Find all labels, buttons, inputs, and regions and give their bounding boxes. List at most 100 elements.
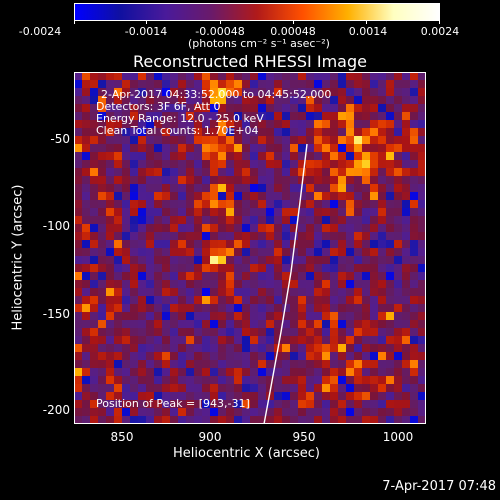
image-pixel [418, 96, 426, 105]
image-pixel [402, 288, 411, 297]
image-pixel [74, 408, 83, 417]
image-pixel [242, 368, 251, 377]
image-pixel [258, 384, 267, 393]
image-pixel [306, 328, 315, 337]
image-pixel [274, 328, 283, 337]
image-pixel [354, 120, 363, 129]
image-pixel [170, 256, 179, 265]
image-pixel [330, 168, 339, 177]
image-pixel [402, 208, 411, 217]
image-pixel [210, 184, 219, 193]
image-pixel [90, 240, 99, 249]
image-pixel [290, 232, 299, 241]
image-pixel [226, 304, 235, 313]
image-pixel [298, 216, 307, 225]
image-pixel [242, 248, 251, 257]
image-pixel [114, 360, 123, 369]
image-pixel [274, 96, 283, 105]
image-pixel [74, 96, 83, 105]
image-pixel [146, 192, 155, 201]
image-pixel [82, 136, 91, 145]
image-pixel [106, 320, 115, 329]
image-pixel [210, 144, 219, 153]
image-pixel [202, 72, 211, 81]
image-pixel [242, 128, 251, 137]
image-pixel [218, 376, 227, 385]
image-pixel [194, 96, 203, 105]
image-pixel [154, 280, 163, 289]
image-pixel [162, 248, 171, 257]
image-pixel [154, 408, 163, 417]
image-pixel [138, 328, 147, 337]
image-pixel [82, 216, 91, 225]
image-pixel [330, 416, 339, 424]
image-pixel [290, 112, 299, 121]
image-pixel [250, 296, 259, 305]
image-pixel [338, 144, 347, 153]
image-pixel [290, 152, 299, 161]
image-pixel [362, 168, 371, 177]
image-pixel [250, 152, 259, 161]
image-pixel [338, 248, 347, 257]
image-pixel [114, 392, 123, 401]
image-pixel [202, 280, 211, 289]
image-pixel [154, 416, 163, 424]
image-pixel [314, 344, 323, 353]
image-pixel [322, 120, 331, 129]
image-pixel [274, 128, 283, 137]
image-pixel [258, 144, 267, 153]
image-pixel [314, 120, 323, 129]
image-pixel [154, 176, 163, 185]
image-pixel [418, 224, 426, 233]
image-pixel [130, 144, 139, 153]
image-pixel [386, 192, 395, 201]
image-pixel [90, 128, 99, 137]
image-pixel [258, 288, 267, 297]
image-pixel [386, 96, 395, 105]
image-pixel [298, 360, 307, 369]
image-pixel [130, 360, 139, 369]
image-pixel [106, 280, 115, 289]
image-pixel [178, 408, 187, 417]
image-pixel [226, 208, 235, 217]
image-pixel [338, 264, 347, 273]
image-pixel [154, 240, 163, 249]
image-pixel [282, 176, 291, 185]
image-pixel [194, 272, 203, 281]
image-pixel [210, 176, 219, 185]
image-pixel [258, 360, 267, 369]
image-pixel [138, 368, 147, 377]
image-pixel [146, 184, 155, 193]
image-pixel [338, 160, 347, 169]
image-pixel [314, 184, 323, 193]
image-pixel [162, 336, 171, 345]
image-pixel [90, 344, 99, 353]
image-pixel [234, 368, 243, 377]
image-pixel [226, 408, 235, 417]
image-pixel [154, 288, 163, 297]
image-pixel [298, 272, 307, 281]
image-pixel [410, 400, 419, 409]
image-pixel [202, 232, 211, 241]
image-pixel [242, 272, 251, 281]
image-pixel [322, 280, 331, 289]
image-pixel [82, 296, 91, 305]
image-pixel [346, 360, 355, 369]
image-pixel [418, 144, 426, 153]
image-pixel [90, 296, 99, 305]
image-pixel [402, 264, 411, 273]
image-pixel [98, 288, 107, 297]
image-pixel [218, 232, 227, 241]
image-pixel [242, 136, 251, 145]
image-pixel [186, 168, 195, 177]
image-pixel [306, 400, 315, 409]
image-pixel [98, 136, 107, 145]
image-pixel [218, 72, 227, 81]
image-pixel [386, 416, 395, 424]
image-pixel [82, 360, 91, 369]
image-pixel [210, 96, 219, 105]
image-pixel [258, 304, 267, 313]
image-pixel [330, 216, 339, 225]
image-pixel [130, 312, 139, 321]
image-pixel [210, 352, 219, 361]
